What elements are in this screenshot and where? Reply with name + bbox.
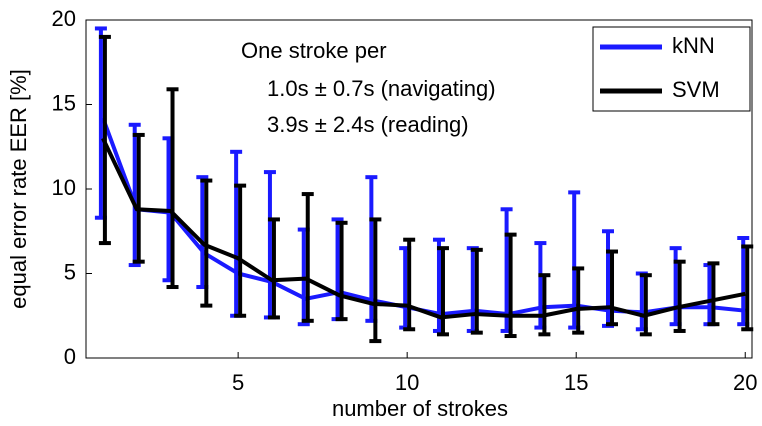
x-tick-label: 5 [232,370,244,395]
y-tick-label: 20 [52,6,76,31]
x-axis-label: number of strokes [332,396,508,421]
legend [592,26,751,112]
legend-label: SVM [672,77,720,102]
line [101,137,746,320]
line [101,117,746,317]
annotation: One stroke per [241,38,387,63]
y-tick-label: 5 [64,259,76,284]
legend-label: kNN [672,33,715,58]
annotation: 3.9s ± 2.4s (reading) [267,112,469,137]
y-axis-label: equal error rate EER [%] [6,69,31,309]
x-tick-label: 15 [564,370,588,395]
annotation: 1.0s ± 0.7s (navigating) [267,76,496,101]
x-tick-label: 20 [733,370,757,395]
y-tick-label: 0 [64,344,76,369]
y-tick-label: 15 [52,90,76,115]
y-tick-label: 10 [52,175,76,200]
x-tick-label: 10 [395,370,419,395]
